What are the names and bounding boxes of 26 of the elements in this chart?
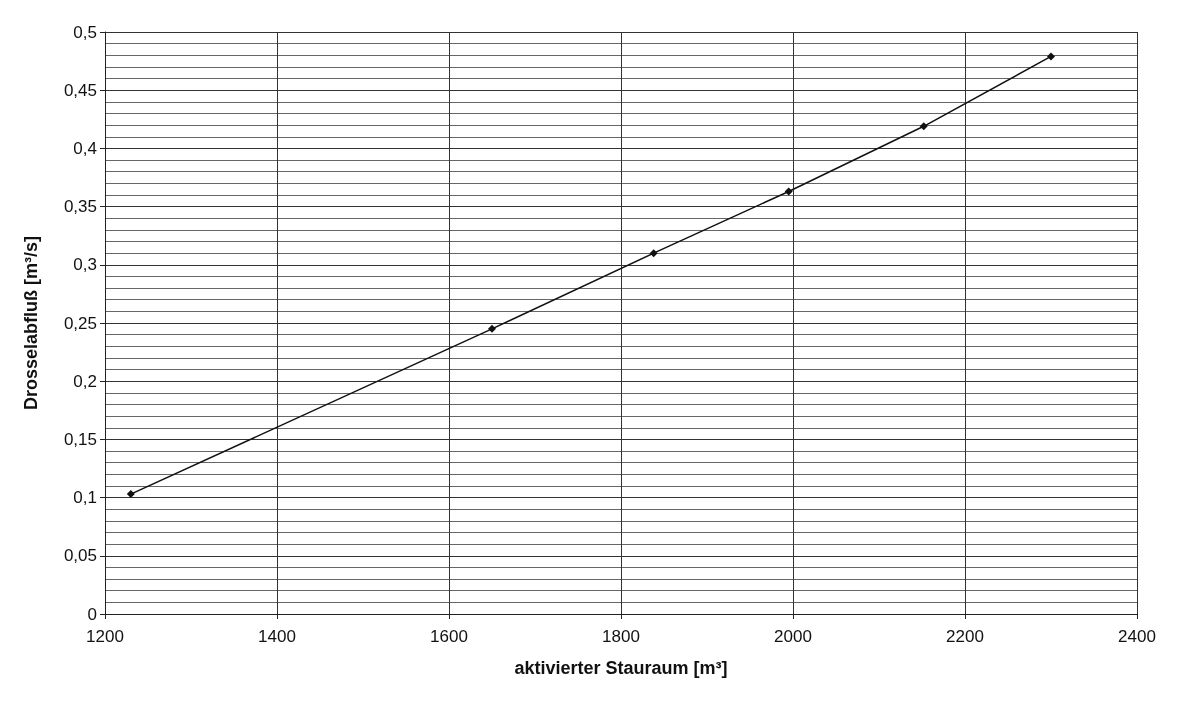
y-tick-label: 0,45	[63, 80, 97, 100]
y-tick-label: 0,1	[73, 488, 97, 508]
y-axis-title: Drosselabfluß [m³/s]	[21, 235, 41, 411]
y-tick-label: 0,05	[63, 546, 97, 566]
y-tick-label: 0,2	[73, 371, 97, 391]
y-tick-label: 0	[87, 604, 97, 624]
y-tick-label: 0,3	[73, 255, 97, 275]
point	[126, 490, 135, 499]
x-tick-label: 1400	[258, 627, 296, 646]
point	[488, 324, 496, 333]
x-tick-label: 2000	[774, 627, 812, 646]
x-tick-label: 1600	[430, 627, 468, 646]
point	[919, 122, 928, 131]
x-tick-label: 1800	[602, 627, 640, 646]
y-tick-label: 0,35	[63, 197, 97, 217]
x-tick-label: 2400	[1118, 627, 1156, 646]
x-tick-label: 1200	[86, 627, 124, 646]
point	[784, 187, 793, 196]
y-tick-label: 0,15	[63, 429, 97, 449]
point	[649, 249, 658, 258]
x-axis-title: aktivierter Stauraum [m³]	[514, 658, 728, 678]
y-tick-label: 0,4	[73, 138, 97, 158]
point	[1047, 52, 1055, 61]
y-tick-label: 0,25	[63, 313, 97, 333]
x-tick-label: 2200	[946, 627, 984, 646]
y-tick-label: 0,5	[73, 22, 97, 42]
